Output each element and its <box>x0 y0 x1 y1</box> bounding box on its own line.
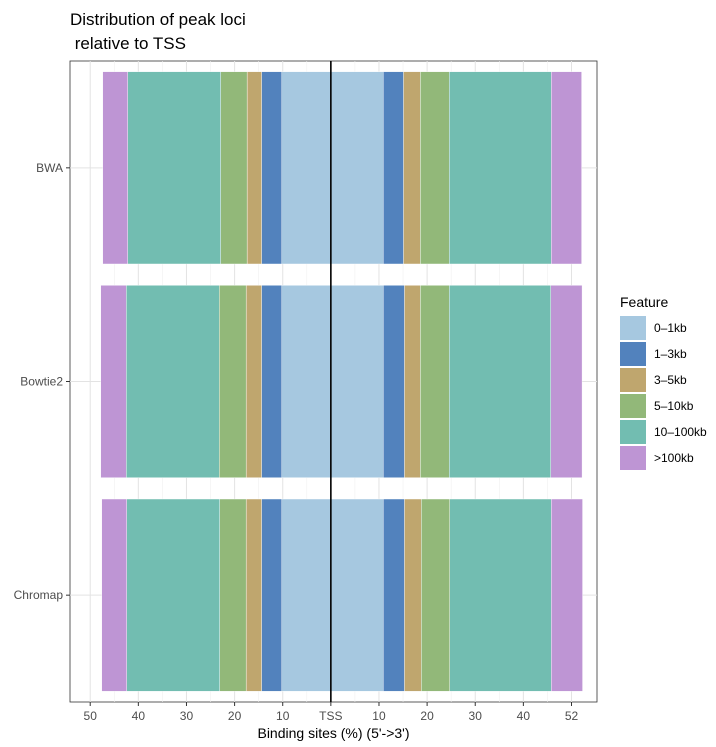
y-tick-label: BWA <box>36 161 63 175</box>
legend-label: >100kb <box>654 451 694 465</box>
bar-segment-downstream <box>551 498 583 692</box>
x-tick-label: 40 <box>517 709 531 723</box>
bar-segment-upstream <box>100 285 127 478</box>
bar-segment-upstream <box>261 498 282 692</box>
x-axis-title: Binding sites (%) (5'->3') <box>257 725 409 741</box>
legend: 0–1kb 1–3kb 3–5kb 5–10kb 10–100kb >100kb <box>620 316 707 470</box>
bar-segment-upstream <box>246 71 262 265</box>
legend-label: 0–1kb <box>654 321 687 335</box>
legend-swatch <box>620 368 646 392</box>
x-tick-label: 20 <box>228 709 242 723</box>
bar-segment-downstream <box>420 285 450 478</box>
bar-segment-downstream <box>403 71 421 265</box>
chart-title-line-2: relative to TSS <box>70 34 186 53</box>
x-tick-label: 30 <box>180 709 194 723</box>
x-axis: 50 40 30 20 10 TSS 10 20 30 40 52 <box>84 702 579 723</box>
x-tick-label: 20 <box>420 709 434 723</box>
bar-segment-upstream <box>126 285 220 478</box>
legend-label: 10–100kb <box>654 425 707 439</box>
x-tick-label: TSS <box>319 709 342 723</box>
y-axis: BWA Bowtie2 Chromap <box>14 161 70 602</box>
legend-title: Feature <box>620 294 668 310</box>
bar-segment-downstream <box>330 71 384 265</box>
legend-swatch <box>620 316 646 340</box>
bar-segment-upstream <box>281 71 332 265</box>
bar-segment-downstream <box>404 285 421 478</box>
bar-segment-upstream <box>281 285 332 478</box>
bar-segment-downstream <box>551 71 582 265</box>
legend-label: 5–10kb <box>654 399 694 413</box>
legend-swatch <box>620 446 646 470</box>
y-tick-label: Bowtie2 <box>20 375 63 389</box>
bar-segment-upstream <box>220 71 248 265</box>
bar-segment-downstream <box>383 498 405 692</box>
bar-segment-upstream <box>126 498 220 692</box>
bar-segment-downstream <box>449 498 552 692</box>
legend-swatch <box>620 420 646 444</box>
legend-swatch <box>620 342 646 366</box>
legend-label: 3–5kb <box>654 373 687 387</box>
bar-segment-upstream <box>127 71 221 265</box>
bar-segment-downstream <box>550 285 583 478</box>
bar-segment-downstream <box>404 498 422 692</box>
x-tick-label: 30 <box>469 709 483 723</box>
bars <box>100 71 583 692</box>
bar-segment-downstream <box>449 71 552 265</box>
bar-segment-upstream <box>245 498 262 692</box>
bar-segment-upstream <box>101 498 127 692</box>
legend-swatch <box>620 394 646 418</box>
bar-segment-upstream <box>261 285 282 478</box>
bar-segment-downstream <box>383 285 405 478</box>
x-tick-label: 10 <box>276 709 290 723</box>
bar-segment-upstream <box>261 71 282 265</box>
bar-segment-upstream <box>219 498 247 692</box>
bar-segment-upstream <box>218 285 247 478</box>
x-tick-label: 52 <box>565 709 579 723</box>
x-tick-label: 50 <box>84 709 98 723</box>
x-tick-label: 40 <box>132 709 146 723</box>
bar-segment-upstream <box>281 498 332 692</box>
bar-segment-downstream <box>420 71 450 265</box>
bar-segment-upstream <box>102 71 128 265</box>
bar-segment-upstream <box>245 285 262 478</box>
bar-segment-downstream <box>330 498 384 692</box>
x-tick-label: 10 <box>372 709 386 723</box>
bar-segment-downstream <box>421 498 450 692</box>
chart-title-line-1: Distribution of peak loci <box>70 10 246 29</box>
y-tick-label: Chromap <box>14 588 64 602</box>
legend-label: 1–3kb <box>654 347 687 361</box>
bar-segment-downstream <box>449 285 551 478</box>
bar-segment-downstream <box>330 285 384 478</box>
bar-segment-downstream <box>383 71 404 265</box>
